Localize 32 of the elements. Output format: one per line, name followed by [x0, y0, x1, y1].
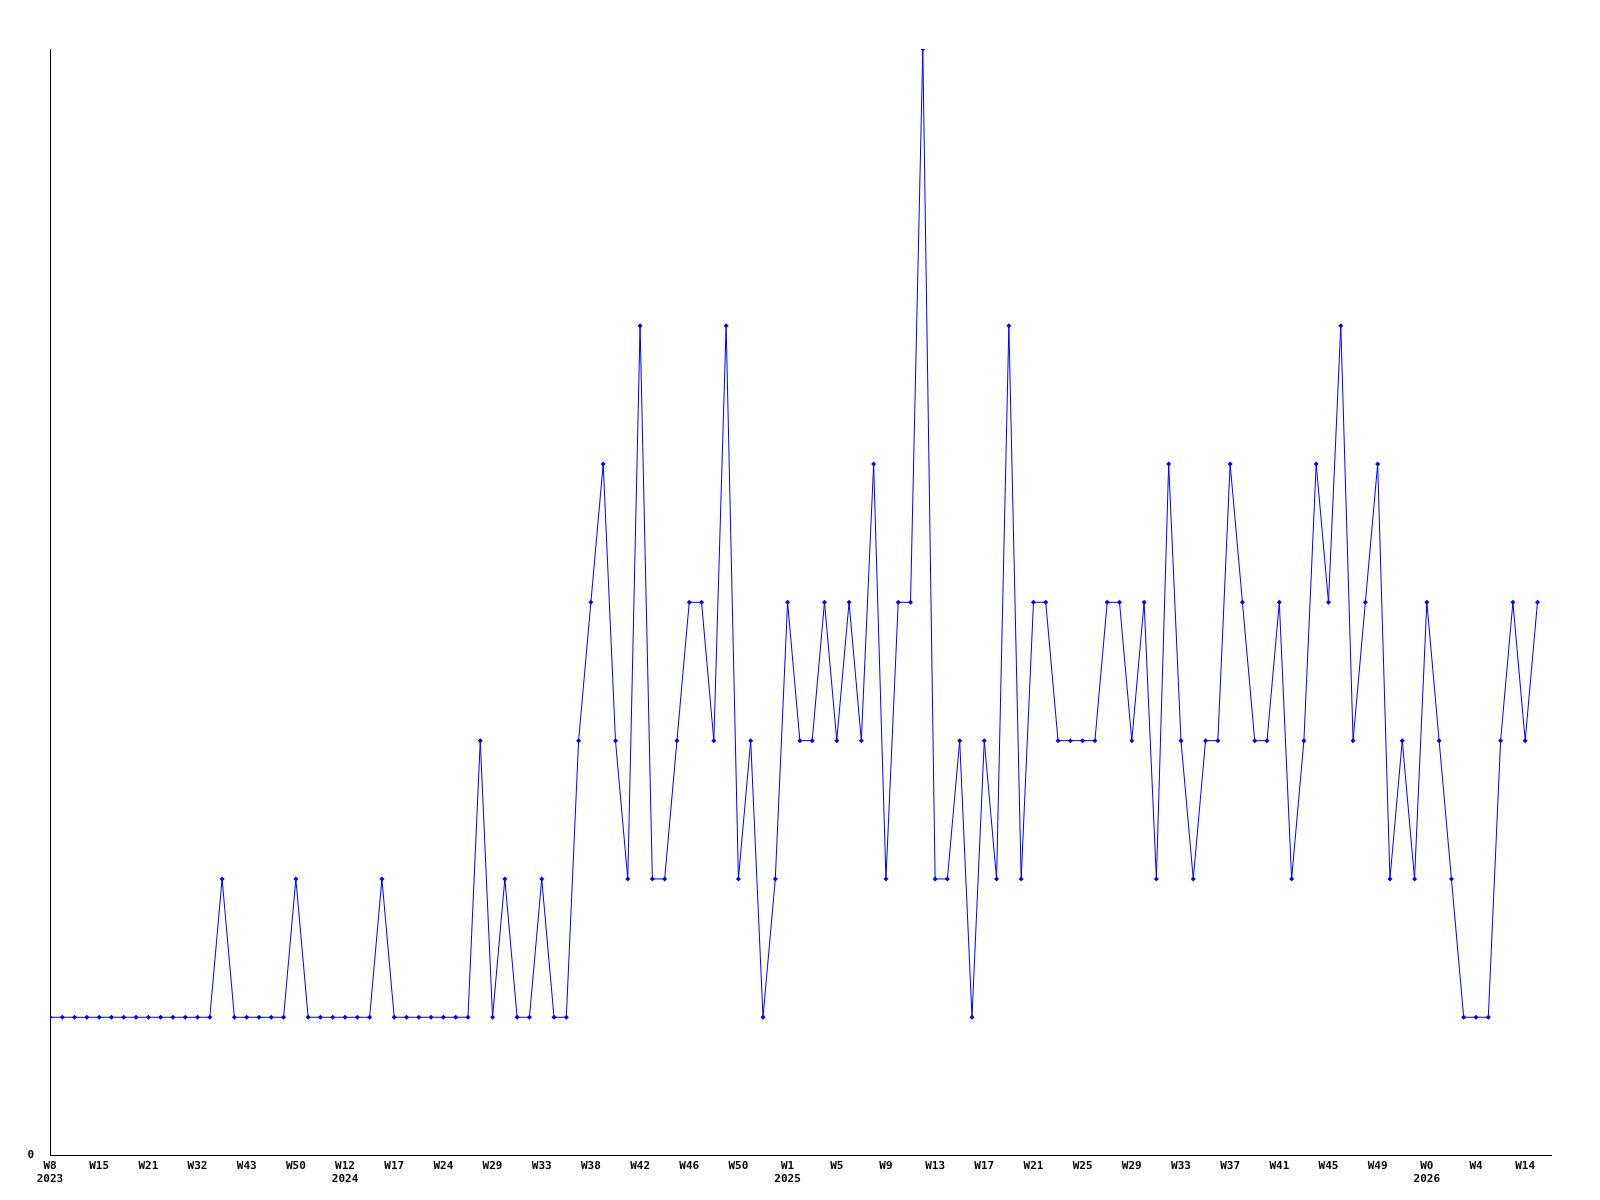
x-tick-label: W33 — [1171, 1159, 1191, 1173]
x-tick-label: W17 — [384, 1159, 405, 1173]
x-tick-label: W32 — [187, 1159, 208, 1173]
x-tick-label: W4 — [1469, 1159, 1484, 1173]
x-tick-label: W38 — [580, 1159, 601, 1173]
x-tick-label: W45 — [1318, 1159, 1339, 1173]
x-tick-label: W13 — [925, 1159, 946, 1173]
x-tick-label: W5 — [830, 1159, 844, 1173]
x-tick-label: W21 — [138, 1159, 159, 1173]
x-tick-label: W33 — [531, 1159, 552, 1173]
x-tick-label: W24 — [433, 1159, 454, 1173]
x-tick-label: W12 2024 — [331, 1159, 359, 1186]
x-tick-label: W1 2025 — [774, 1159, 801, 1186]
x-tick-label: W15 — [89, 1159, 110, 1173]
x-tick-label: W17 — [974, 1159, 995, 1173]
x-tick-label: W46 — [679, 1159, 700, 1173]
text: 0 — [27, 1148, 34, 1162]
x-tick-label: W50 — [728, 1159, 749, 1173]
x-tick-label: W42 — [630, 1159, 651, 1173]
x-tick-label: W29 — [482, 1159, 503, 1173]
x-tick-label: W8 2023 — [36, 1159, 64, 1186]
x-tick-label: W49 — [1367, 1159, 1388, 1173]
x-tick-label: W25 — [1072, 1159, 1093, 1173]
x-tick-label: W29 — [1121, 1159, 1142, 1173]
x-tick-label: W41 — [1269, 1159, 1290, 1173]
x-tick-label: W21 — [1023, 1159, 1044, 1173]
x-tick-label: W0 2026 — [1413, 1159, 1441, 1186]
x-tick-label: W14 — [1515, 1159, 1536, 1173]
x-tick-label: W43 — [236, 1159, 257, 1173]
x-tick-label: W9 — [879, 1159, 893, 1173]
x-tick-label: W50 — [285, 1159, 306, 1173]
x-tick-label: W37 — [1220, 1159, 1241, 1173]
